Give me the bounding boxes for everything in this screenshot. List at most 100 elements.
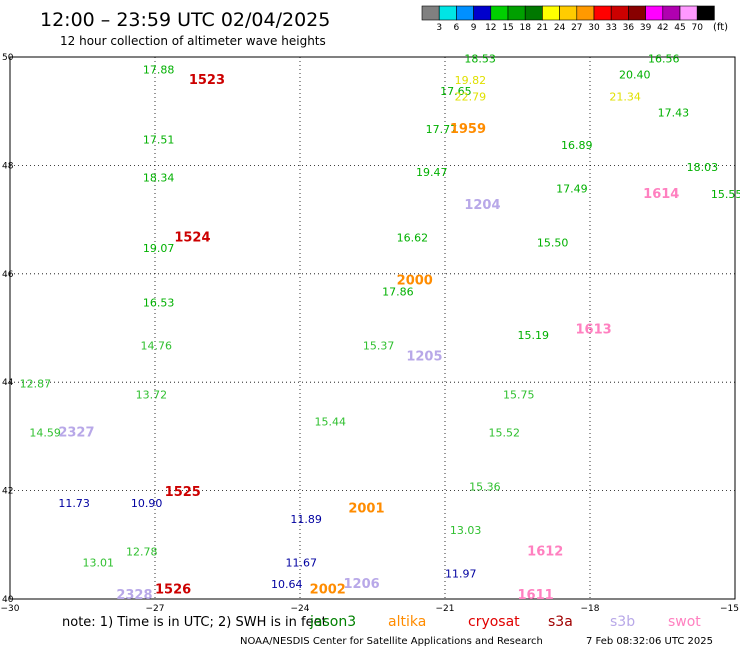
legend-s3a: s3a <box>548 614 573 630</box>
wave-height-label: 19.47 <box>416 166 448 179</box>
track-id-label: 1523 <box>189 73 225 88</box>
colorbar-tick: 15 <box>502 23 513 33</box>
colorbar-swatch <box>594 6 611 20</box>
wave-height-label: 11.97 <box>445 567 477 580</box>
wave-height-label: 17.49 <box>556 183 588 196</box>
track-id-label: 1525 <box>165 485 201 500</box>
track-id-label: 2002 <box>310 583 346 598</box>
colorbar-swatch <box>680 6 697 20</box>
plot-frame <box>10 57 735 599</box>
wave-height-label: 11.89 <box>290 513 322 526</box>
track-id-label: 2327 <box>58 425 94 440</box>
footer-timestamp: 7 Feb 08:32:06 UTC 2025 <box>586 636 713 647</box>
colorbar-swatch <box>439 6 456 20</box>
colorbar-tick: 30 <box>588 23 600 33</box>
footer-credit: NOAA/NESDIS Center for Satellite Applica… <box>240 636 543 647</box>
colorbar-tick: 3 <box>436 23 442 33</box>
colorbar-unit: (ft) <box>713 22 728 33</box>
track-id-label: 1206 <box>344 577 380 592</box>
colorbar-swatch <box>628 6 645 20</box>
chart-subtitle: 12 hour collection of altimeter wave hei… <box>60 34 326 48</box>
x-tick-label: −21 <box>436 604 455 614</box>
satellite-legend: jason3 altika cryosat s3a s3b swot <box>309 614 701 630</box>
legend-altika: altika <box>388 614 426 630</box>
colorbar-tick: 39 <box>640 23 652 33</box>
colorbar-swatch <box>474 6 491 20</box>
wave-height-label: 14.59 <box>29 426 61 439</box>
wave-height-label: 13.03 <box>450 524 482 537</box>
wave-height-label: 15.37 <box>363 340 395 353</box>
footer-note: note: 1) Time is in UTC; 2) SWH is in fe… <box>62 615 327 630</box>
wave-height-label: 12.78 <box>126 546 158 559</box>
wave-height-label: 11.67 <box>286 556 318 569</box>
wave-height-label: 15.52 <box>489 426 521 439</box>
wave-height-label: 20.40 <box>619 69 651 82</box>
wave-height-label: 17.88 <box>143 63 175 76</box>
y-tick-label: 46 <box>2 270 14 280</box>
wave-height-label: 18.34 <box>143 172 175 185</box>
colorbar-swatch <box>646 6 663 20</box>
colorbar-swatch <box>697 6 714 20</box>
colorbar-swatch <box>491 6 508 20</box>
wave-height-label: 15.50 <box>537 237 569 250</box>
colorbar-swatch <box>456 6 473 20</box>
wave-height-label: 15.75 <box>503 388 535 401</box>
colorbar-swatch <box>508 6 525 20</box>
gridlines <box>10 57 735 599</box>
track-id-label: 1524 <box>174 230 210 245</box>
track-id-label: 1204 <box>464 198 500 213</box>
colorbar-swatch <box>663 6 680 20</box>
track-id-label: 1614 <box>643 187 679 202</box>
wave-height-label: 16.53 <box>143 296 175 309</box>
wave-height-label: 19.82 <box>455 74 487 87</box>
x-tick-label: −18 <box>581 604 600 614</box>
colorbar-tick: 42 <box>657 23 668 33</box>
colorbar-tick: 24 <box>554 23 566 33</box>
wave-height-label: 16.56 <box>648 52 680 65</box>
wave-height-label: 11.73 <box>58 497 89 510</box>
wave-height-label: 17.51 <box>143 134 175 147</box>
chart-title: 12:00 – 23:59 UTC 02/04/2025 <box>40 9 330 31</box>
colorbar-tick: 45 <box>674 23 685 33</box>
track-labels: 1523152415251526232723281959200020012002… <box>58 73 679 603</box>
wave-height-label: 15.36 <box>469 481 501 494</box>
wave-height-label: 17.43 <box>658 107 690 120</box>
colorbar-tick: 70 <box>691 23 703 33</box>
x-tick-label: −27 <box>146 604 165 614</box>
colorbar-tick: 33 <box>605 23 616 33</box>
colorbar-tick: 12 <box>485 23 496 33</box>
colorbar-swatch <box>560 6 577 20</box>
wave-height-label: 16.89 <box>561 139 593 152</box>
wave-height-label: 10.90 <box>131 497 163 510</box>
track-id-label: 1205 <box>406 350 442 365</box>
colorbar-tick: 6 <box>454 23 460 33</box>
track-id-label: 1613 <box>576 322 612 337</box>
track-id-label: 1612 <box>527 545 563 560</box>
wave-height-label: 19.07 <box>143 242 175 255</box>
colorbar-tick: 21 <box>537 23 548 33</box>
colorbar-swatch <box>422 6 439 20</box>
colorbar-swatch <box>525 6 542 20</box>
colorbar-swatch <box>577 6 594 20</box>
colorbar-tick: 9 <box>471 23 477 33</box>
colorbar-swatch <box>611 6 628 20</box>
wave-height-label: 18.53 <box>464 52 496 65</box>
y-tick-label: 48 <box>2 161 14 171</box>
y-tick-label: 42 <box>2 487 13 497</box>
y-tick-label: 40 <box>2 595 14 605</box>
wave-height-label: 16.62 <box>397 231 429 244</box>
wave-height-label: 21.34 <box>609 90 641 103</box>
legend-swot: swot <box>668 614 701 630</box>
y-tick-label: 50 <box>2 53 14 63</box>
wave-height-label: 18.03 <box>687 161 719 174</box>
track-id-label: 1526 <box>155 583 191 598</box>
wave-height-label: 15.55 <box>711 188 740 201</box>
wave-height-label: 10.64 <box>271 578 303 591</box>
legend-cryosat: cryosat <box>468 614 520 630</box>
x-tick-label: −30 <box>1 604 20 614</box>
track-id-label: 2328 <box>116 588 152 603</box>
